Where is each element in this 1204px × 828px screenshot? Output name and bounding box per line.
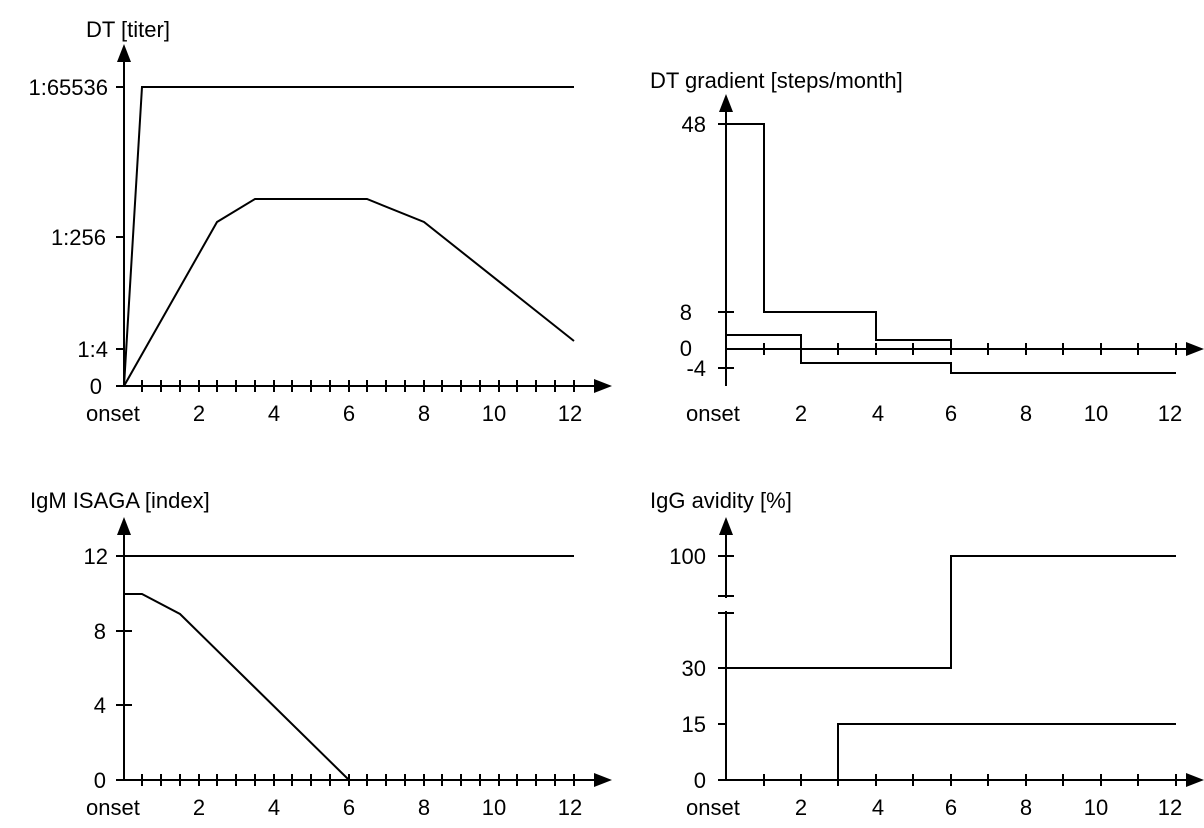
x-tick-label: 10 — [1084, 401, 1108, 426]
panel-igg-avidity: IgG avidity [%] onset 2 4 6 8 10 12 0 1 — [650, 488, 1204, 820]
x-tick-label: 6 — [343, 795, 355, 820]
x-axis-arrow — [594, 379, 612, 393]
x-tick-label: 4 — [268, 401, 280, 426]
x-tick-label: 12 — [558, 401, 582, 426]
x-tick-label: onset — [686, 401, 740, 426]
chart-title: IgM ISAGA [index] — [30, 488, 210, 513]
y-tick-label: 8 — [94, 619, 106, 644]
x-tick-label: 12 — [1158, 795, 1182, 820]
x-tick-label: 12 — [558, 795, 582, 820]
y-tick-label: 30 — [682, 656, 706, 681]
chart-title: DT gradient [steps/month] — [650, 68, 903, 93]
x-tick-label: 4 — [872, 795, 884, 820]
series-line — [123, 86, 574, 387]
x-tick-label: 2 — [795, 401, 807, 426]
x-tick-label: 12 — [1158, 401, 1182, 426]
x-tick-label: 10 — [482, 401, 506, 426]
x-tick-label: 2 — [193, 795, 205, 820]
x-tick-label: 8 — [1020, 795, 1032, 820]
y-tick-label: -4 — [686, 356, 706, 381]
y-tick-label: 15 — [682, 712, 706, 737]
series-line — [123, 198, 575, 387]
series-line — [837, 723, 1176, 780]
y-tick-label: 0 — [680, 336, 692, 361]
x-tick-label: 6 — [343, 401, 355, 426]
y-tick-label: 4 — [94, 693, 106, 718]
y-tick-label: 1:65536 — [28, 75, 108, 100]
y-tick-label: 1:256 — [51, 225, 106, 250]
x-tick-label: 4 — [268, 795, 280, 820]
x-axis-arrow — [594, 773, 612, 787]
x-tick-label: 2 — [795, 795, 807, 820]
x-tick-label: 8 — [418, 795, 430, 820]
x-tick-label: 8 — [418, 401, 430, 426]
x-axis-arrow — [1186, 342, 1204, 356]
y-tick-label: 12 — [84, 544, 108, 569]
x-tick-label: 4 — [872, 401, 884, 426]
series-line — [726, 123, 1176, 350]
x-tick-label: onset — [86, 401, 140, 426]
y-axis-arrow — [719, 517, 733, 535]
x-tick-label: onset — [686, 795, 740, 820]
series-line — [726, 555, 1176, 669]
y-axis-arrow — [117, 517, 131, 535]
series-line — [726, 334, 1176, 374]
x-tick-label: 10 — [1084, 795, 1108, 820]
y-tick-label: 0 — [94, 768, 106, 793]
x-tick-label: 8 — [1020, 401, 1032, 426]
series-line — [124, 593, 350, 781]
y-axis-arrow — [117, 44, 131, 62]
x-tick-label: 2 — [193, 401, 205, 426]
y-tick-label: 1:4 — [77, 337, 108, 362]
x-tick-label: 6 — [945, 401, 957, 426]
x-axis-arrow — [1186, 773, 1204, 787]
y-tick-label: 48 — [682, 112, 706, 137]
y-tick-label: 0 — [90, 374, 102, 399]
panel-dt-titer: DT [titer] onset 2 4 6 8 — [28, 17, 612, 426]
panel-igm-isaga: IgM ISAGA [index] onset 2 4 6 — [30, 488, 612, 820]
y-ticks — [116, 86, 124, 387]
x-tick-label: onset — [86, 795, 140, 820]
x-tick-label: 10 — [482, 795, 506, 820]
y-tick-label: 0 — [694, 768, 706, 793]
y-axis-arrow — [719, 94, 733, 112]
chart-title: IgG avidity [%] — [650, 488, 792, 513]
x-tick-label: 6 — [945, 795, 957, 820]
axis-break-gap — [722, 598, 730, 611]
y-tick-label: 8 — [680, 300, 692, 325]
panel-dt-gradient: DT gradient [steps/month] onset 2 4 6 8 … — [650, 68, 1204, 426]
y-ticks — [718, 555, 734, 781]
y-tick-label: 100 — [669, 544, 706, 569]
chart-title: DT [titer] — [86, 17, 170, 42]
x-ticks — [141, 380, 575, 392]
